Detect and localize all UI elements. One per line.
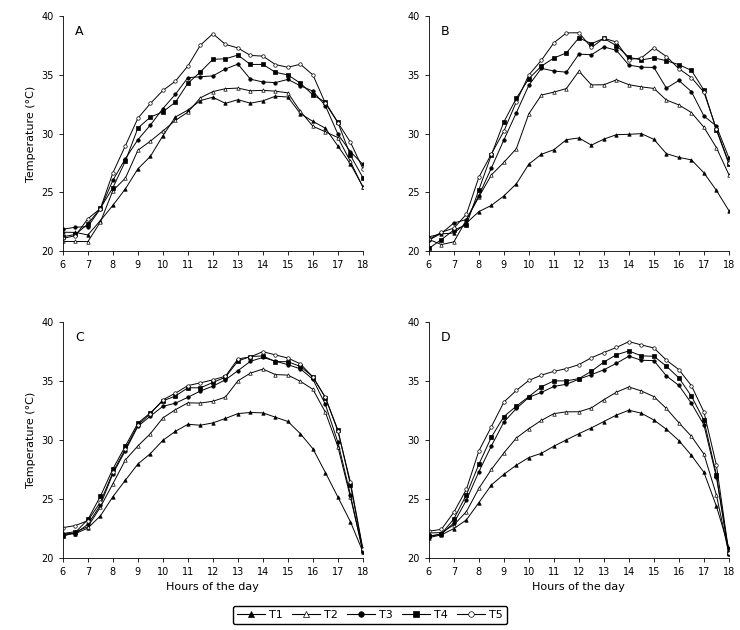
X-axis label: Hours of the day: Hours of the day	[533, 582, 625, 592]
Y-axis label: Temperature (°C): Temperature (°C)	[26, 392, 36, 488]
Legend: T1, T2, T3, T4, T5: T1, T2, T3, T4, T5	[232, 605, 508, 624]
Text: B: B	[441, 25, 449, 38]
Text: D: D	[441, 331, 451, 345]
Y-axis label: Temperature (°C): Temperature (°C)	[26, 86, 36, 181]
Text: C: C	[75, 331, 84, 345]
Text: A: A	[75, 25, 84, 38]
X-axis label: Hours of the day: Hours of the day	[166, 582, 259, 592]
